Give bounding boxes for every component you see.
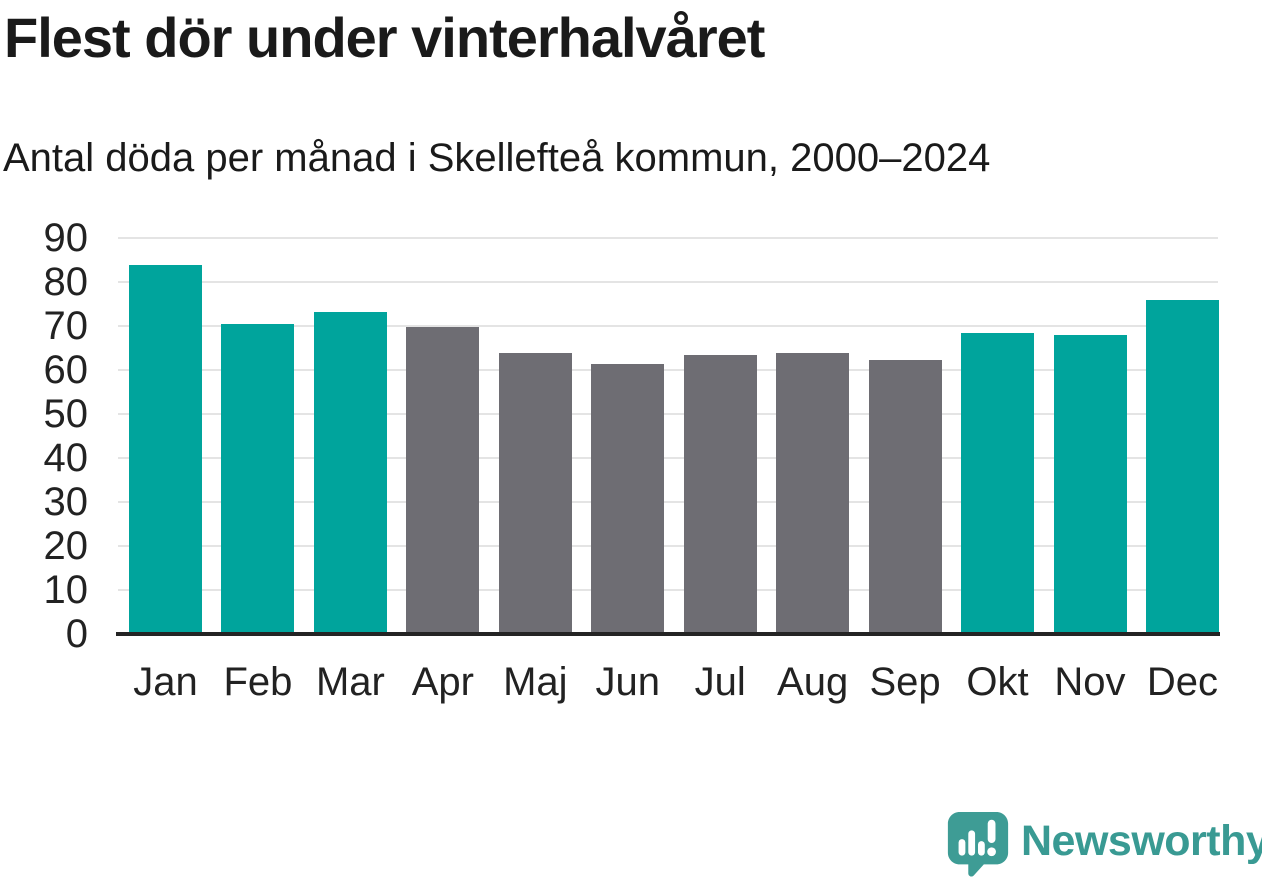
bar-apr (406, 326, 480, 634)
bar-jun (591, 363, 665, 634)
newsworthy-logo: Newsworthy (945, 810, 1262, 878)
y-tick-label: 50 (43, 392, 89, 436)
bar-jan (129, 265, 202, 634)
brand-name: Newsworthy (1021, 817, 1262, 865)
y-tick-label: 20 (43, 524, 89, 568)
x-axis: Jan Feb Mar Apr Maj Jun Jul Aug Sep Okt Nov Dec (0, 656, 1262, 712)
x-tick-label: Sep (869, 660, 941, 704)
bar-jul (683, 355, 757, 634)
x-tick-label: Jan (133, 660, 198, 704)
bar-nov (1053, 334, 1127, 634)
gridline (118, 237, 1218, 239)
y-tick-label: 70 (43, 304, 89, 348)
bar-feb (221, 324, 295, 634)
x-axis-line (116, 632, 1220, 636)
bar-okt (961, 333, 1035, 634)
gridline (118, 501, 1218, 503)
gridline (118, 325, 1218, 327)
y-axis: 0 10 20 30 40 50 60 70 80 90 (0, 0, 89, 879)
gridline (118, 457, 1218, 459)
bar-aug (776, 352, 850, 634)
plot-area (116, 237, 1220, 636)
x-tick-label: Maj (503, 660, 568, 704)
x-tick-label: Dec (1146, 660, 1218, 704)
chart-title: Flest dör under vinterhalvåret (4, 6, 765, 69)
y-tick-label: 90 (43, 216, 89, 260)
bar-mar (313, 311, 387, 634)
x-tick-label: Jul (694, 660, 746, 704)
bar-maj (498, 353, 572, 634)
x-tick-label: Jun (595, 660, 661, 704)
y-tick-label: 40 (43, 436, 89, 480)
y-tick-label: 10 (43, 568, 89, 612)
y-tick-label: 30 (43, 480, 89, 524)
x-tick-label: Apr (411, 660, 474, 704)
gridline (118, 369, 1218, 371)
bar-sep (868, 359, 942, 634)
y-tick-label: 0 (65, 612, 88, 656)
gridline (118, 589, 1218, 591)
bar-dec (1145, 300, 1219, 634)
gridline (118, 545, 1218, 547)
chart-subtitle: Antal döda per månad i Skellefteå kommun… (3, 136, 991, 180)
newsworthy-bubble-chart-icon (947, 811, 1009, 877)
x-tick-label: Aug (777, 660, 849, 704)
y-tick-label: 60 (43, 348, 89, 392)
x-tick-label: Feb (223, 660, 293, 704)
x-tick-label: Mar (315, 660, 385, 704)
x-tick-label: Nov (1054, 660, 1126, 704)
y-tick-label: 80 (43, 260, 89, 304)
gridline (118, 413, 1218, 415)
x-tick-label: Okt (966, 660, 1029, 704)
gridline (118, 281, 1218, 283)
